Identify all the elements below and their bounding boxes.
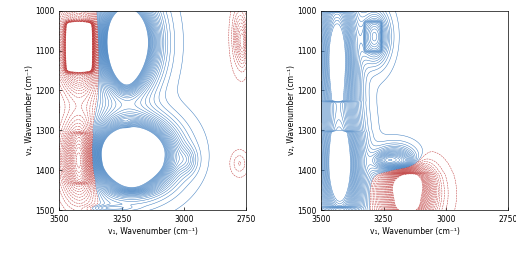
Y-axis label: v₂, Wavenumber (cm⁻¹): v₂, Wavenumber (cm⁻¹) bbox=[286, 65, 296, 155]
X-axis label: v₁, Wavenumber (cm⁻¹): v₁, Wavenumber (cm⁻¹) bbox=[370, 227, 460, 236]
X-axis label: v₁, Wavenumber (cm⁻¹): v₁, Wavenumber (cm⁻¹) bbox=[108, 227, 198, 236]
Y-axis label: v₂, Wavenumber (cm⁻¹): v₂, Wavenumber (cm⁻¹) bbox=[25, 65, 34, 155]
